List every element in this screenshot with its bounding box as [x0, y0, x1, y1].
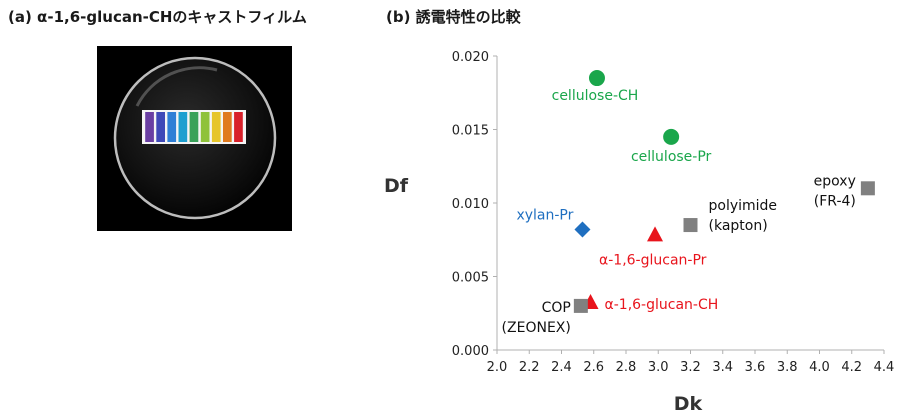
color-stripe	[145, 112, 154, 142]
color-stripe	[178, 112, 188, 142]
x-tick-label: 2.6	[583, 360, 604, 375]
data-point-triangle	[582, 293, 599, 309]
data-point-square	[683, 218, 698, 233]
color-stripes	[142, 110, 246, 144]
data-point-label: α-1,6-glucan-CH	[605, 297, 719, 313]
data-point-label: polyimide (kapton)	[709, 198, 778, 234]
x-tick-label: 3.4	[712, 360, 733, 375]
y-tick-label: 0.020	[452, 50, 489, 65]
data-point-circle	[663, 128, 680, 145]
color-stripe	[211, 112, 221, 142]
color-stripe	[156, 112, 165, 142]
data-point-triangle	[647, 226, 664, 242]
x-tick-label: 2.0	[487, 360, 508, 375]
data-point-label: epoxy (FR-4)	[814, 173, 856, 209]
x-tick-label: 3.6	[745, 360, 766, 375]
color-stripe	[234, 112, 243, 142]
x-tick-label: 4.0	[809, 360, 830, 375]
data-point-label: xylan-Pr	[516, 207, 573, 223]
x-tick-label: 4.2	[841, 360, 862, 375]
y-tick-label: 0.005	[452, 271, 489, 286]
data-point-square	[860, 181, 875, 196]
x-tick-label: 3.8	[777, 360, 798, 375]
x-axis-label: Dk	[674, 393, 703, 415]
x-tick-label: 2.8	[616, 360, 637, 375]
color-stripe	[189, 112, 199, 142]
y-tick-label: 0.000	[452, 344, 489, 359]
color-stripe	[223, 112, 232, 142]
y-tick-label: 0.015	[452, 124, 489, 139]
data-point-label: COP (ZEONEX)	[502, 300, 571, 336]
x-tick-label: 2.4	[551, 360, 572, 375]
y-axis-label: Df	[384, 175, 409, 197]
cast-film-photo	[97, 46, 292, 231]
y-tick-label: 0.010	[452, 197, 489, 212]
data-point-label: cellulose-CH	[552, 88, 639, 104]
x-tick-label: 3.0	[648, 360, 669, 375]
cast-film-image	[113, 56, 277, 220]
data-point-label: cellulose-Pr	[631, 149, 712, 165]
panel-b-title: (b) 誘電特性の比較	[386, 8, 521, 26]
x-tick-label: 3.2	[680, 360, 701, 375]
color-stripe	[200, 112, 210, 142]
panel-a-title: (a) α-1,6-glucan-CHのキャストフィルム	[8, 8, 307, 26]
color-stripe	[167, 112, 177, 142]
data-point-diamond	[574, 221, 591, 238]
x-tick-label: 4.4	[874, 360, 895, 375]
data-point-square	[573, 298, 588, 313]
x-tick-label: 2.2	[519, 360, 540, 375]
data-point-circle	[588, 70, 605, 87]
data-point-label: α-1,6-glucan-Pr	[599, 252, 707, 268]
